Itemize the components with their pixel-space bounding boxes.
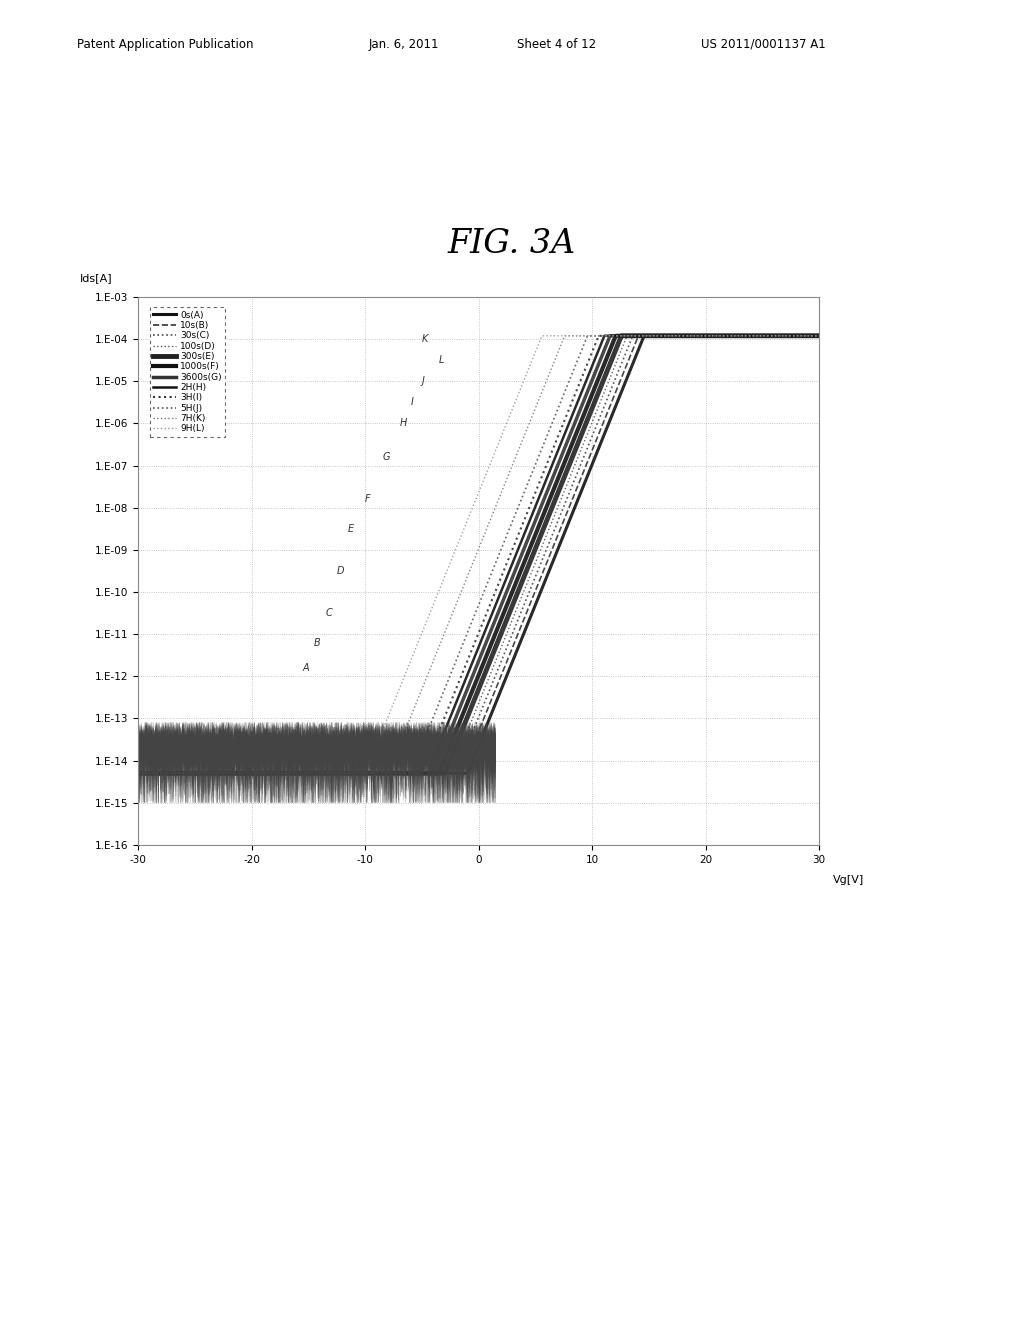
Text: D: D — [337, 566, 344, 576]
Text: Ids[A]: Ids[A] — [80, 273, 113, 284]
Text: Sheet 4 of 12: Sheet 4 of 12 — [517, 37, 596, 50]
Text: I: I — [411, 397, 414, 408]
Text: F: F — [366, 494, 371, 504]
Text: Jan. 6, 2011: Jan. 6, 2011 — [369, 37, 439, 50]
Text: E: E — [348, 524, 354, 533]
Text: K: K — [422, 334, 428, 345]
Text: H: H — [399, 418, 407, 429]
Text: US 2011/0001137 A1: US 2011/0001137 A1 — [701, 37, 826, 50]
Legend: 0s(A), 10s(B), 30s(C), 100s(D), 300s(E), 1000s(F), 3600s(G), 2H(H), 3H(I), 5H(J): 0s(A), 10s(B), 30s(C), 100s(D), 300s(E),… — [150, 308, 225, 437]
Text: B: B — [314, 638, 321, 648]
Text: Vg[V]: Vg[V] — [833, 875, 864, 884]
Text: Patent Application Publication: Patent Application Publication — [77, 37, 253, 50]
Text: FIG. 3A: FIG. 3A — [447, 228, 577, 260]
Text: A: A — [303, 663, 309, 673]
Text: J: J — [422, 376, 425, 387]
Text: C: C — [326, 609, 332, 618]
Text: L: L — [439, 355, 444, 366]
Text: G: G — [382, 453, 390, 462]
